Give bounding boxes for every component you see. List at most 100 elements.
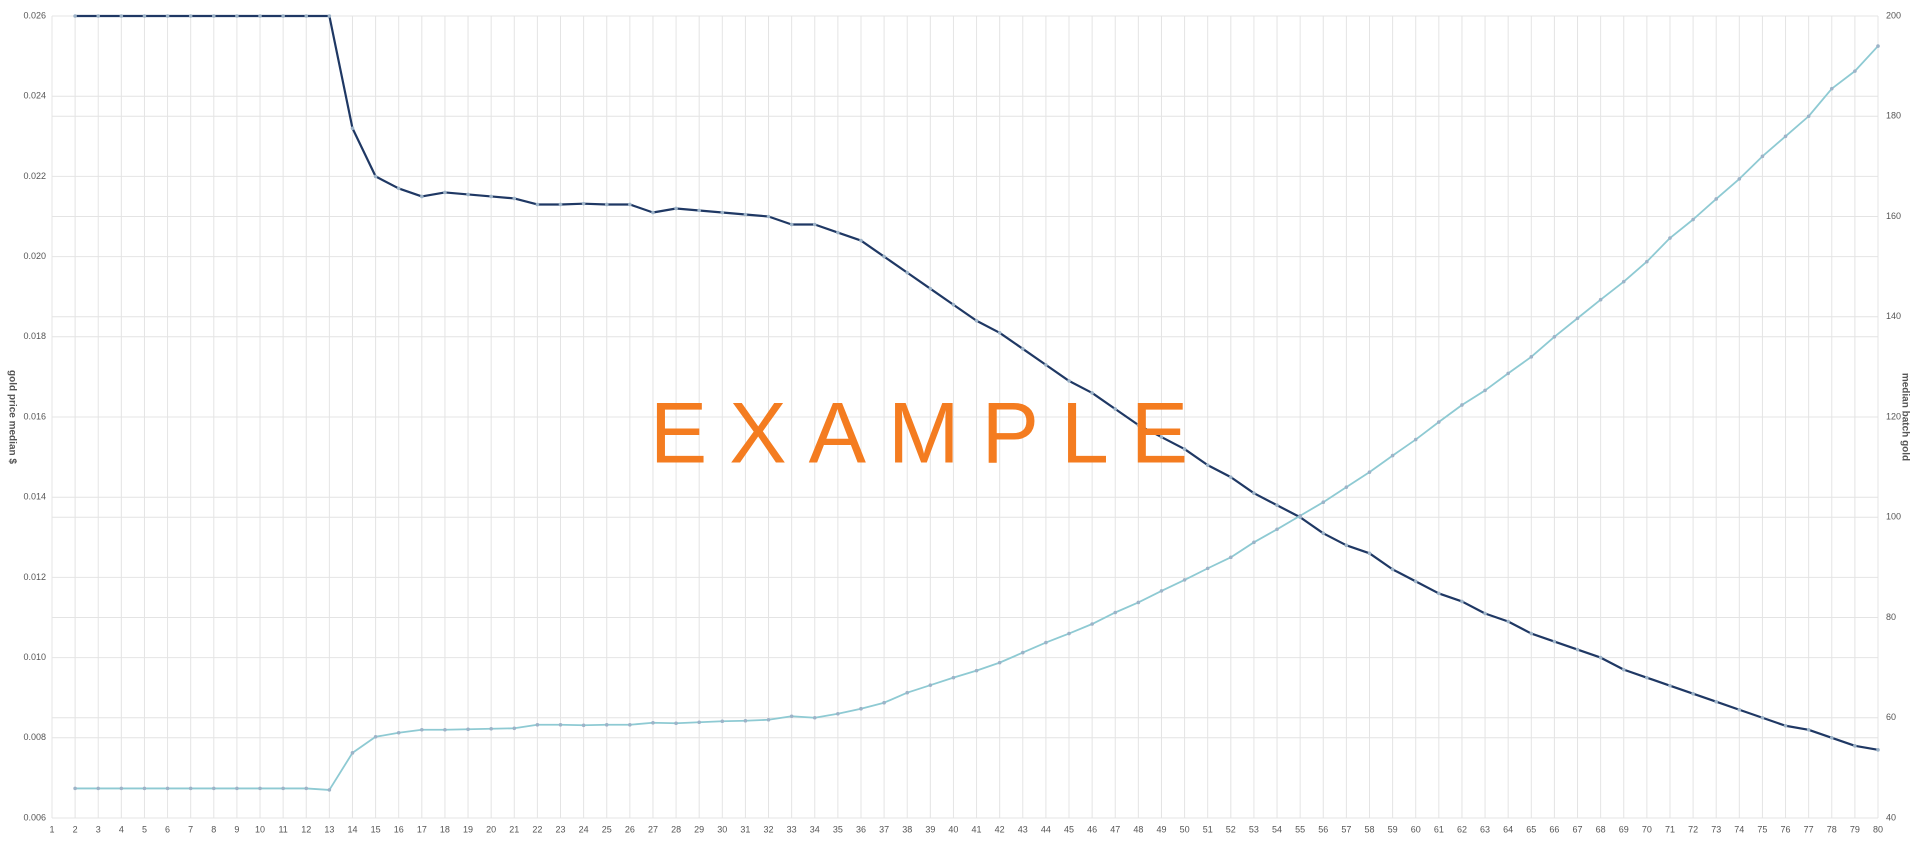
x-tick-label: 69 bbox=[1619, 824, 1629, 834]
point bbox=[1552, 639, 1557, 644]
point bbox=[1252, 540, 1256, 545]
point bbox=[812, 222, 817, 227]
point bbox=[1506, 619, 1510, 624]
point bbox=[1367, 470, 1372, 474]
point bbox=[604, 202, 609, 207]
point bbox=[859, 238, 863, 243]
point bbox=[836, 711, 840, 716]
y-tick-label: 0.026 bbox=[23, 10, 46, 20]
point bbox=[1876, 44, 1880, 48]
y-axis-title: gold price median $ bbox=[6, 370, 17, 464]
point bbox=[812, 715, 817, 720]
point bbox=[1598, 655, 1603, 660]
x-tick-label: 63 bbox=[1480, 824, 1490, 834]
point bbox=[1529, 355, 1534, 359]
x-tick-label: 51 bbox=[1203, 824, 1213, 834]
point bbox=[558, 722, 563, 727]
point bbox=[1275, 527, 1279, 532]
point bbox=[1783, 723, 1788, 728]
x-tick-label: 39 bbox=[925, 824, 935, 834]
point bbox=[1668, 683, 1672, 688]
point bbox=[235, 14, 239, 18]
point bbox=[1483, 611, 1487, 616]
point bbox=[1714, 699, 1719, 704]
point bbox=[743, 718, 748, 723]
x-tick-label: 24 bbox=[579, 824, 589, 834]
y-tick-label: 0.010 bbox=[23, 652, 46, 662]
point bbox=[258, 786, 262, 791]
x-tick-label: 49 bbox=[1156, 824, 1166, 834]
point bbox=[1853, 69, 1857, 73]
point bbox=[674, 206, 678, 211]
y2-tick-label: 180 bbox=[1886, 111, 1901, 121]
point bbox=[1621, 667, 1626, 672]
point bbox=[974, 668, 979, 673]
x-tick-label: 8 bbox=[211, 824, 216, 834]
y2-tick-label: 60 bbox=[1886, 712, 1896, 722]
x-tick-label: 57 bbox=[1341, 824, 1351, 834]
point bbox=[1136, 600, 1141, 605]
x-tick-label: 20 bbox=[486, 824, 496, 834]
point bbox=[1020, 347, 1025, 351]
point bbox=[1298, 513, 1302, 518]
point bbox=[1090, 391, 1094, 395]
y2-tick-label: 80 bbox=[1886, 612, 1896, 622]
x-tick-label: 34 bbox=[810, 824, 820, 834]
point bbox=[258, 14, 262, 18]
x-tick-label: 10 bbox=[255, 824, 265, 834]
point bbox=[119, 786, 124, 791]
x-tick-label: 29 bbox=[694, 824, 704, 834]
x-tick-label: 2 bbox=[73, 824, 78, 834]
point bbox=[905, 270, 910, 275]
x-tick-label: 52 bbox=[1226, 824, 1236, 834]
x-tick-label: 36 bbox=[856, 824, 866, 834]
point bbox=[720, 210, 725, 215]
y2-tick-label: 40 bbox=[1886, 812, 1896, 822]
x-tick-label: 67 bbox=[1573, 824, 1583, 834]
point bbox=[1691, 217, 1695, 222]
point bbox=[974, 318, 979, 323]
x-tick-label: 53 bbox=[1249, 824, 1259, 834]
point bbox=[535, 202, 540, 207]
point bbox=[1229, 475, 1233, 479]
point bbox=[512, 726, 517, 731]
x-tick-label: 13 bbox=[324, 824, 334, 834]
point bbox=[1737, 707, 1742, 712]
point bbox=[96, 786, 101, 791]
point bbox=[142, 786, 147, 791]
point bbox=[997, 660, 1002, 665]
point bbox=[1413, 437, 1418, 442]
point bbox=[928, 683, 933, 687]
x-tick-label: 71 bbox=[1665, 824, 1675, 834]
point bbox=[1113, 407, 1118, 411]
y-tick-label: 0.008 bbox=[23, 732, 46, 742]
x-tick-label: 21 bbox=[509, 824, 519, 834]
point bbox=[1205, 463, 1210, 467]
x-tick-label: 19 bbox=[463, 824, 473, 834]
point bbox=[373, 734, 378, 739]
point bbox=[997, 330, 1002, 335]
point bbox=[628, 722, 632, 727]
point bbox=[373, 174, 378, 179]
point bbox=[1067, 631, 1071, 636]
point bbox=[281, 786, 285, 791]
point bbox=[1136, 423, 1141, 427]
point bbox=[604, 722, 609, 727]
point bbox=[1806, 114, 1811, 119]
point bbox=[1645, 675, 1649, 680]
point bbox=[443, 727, 447, 732]
point bbox=[1113, 610, 1118, 615]
point bbox=[1367, 551, 1372, 556]
point bbox=[1783, 134, 1788, 139]
point bbox=[1413, 579, 1418, 584]
point bbox=[1552, 335, 1557, 339]
y-tick-label: 0.022 bbox=[23, 171, 46, 181]
x-tick-label: 80 bbox=[1873, 824, 1883, 834]
point bbox=[674, 721, 678, 726]
point bbox=[859, 706, 863, 711]
point bbox=[951, 675, 956, 680]
y-tick-label: 0.014 bbox=[23, 492, 46, 502]
point bbox=[1737, 177, 1742, 181]
point bbox=[1252, 491, 1256, 495]
point bbox=[581, 201, 586, 206]
